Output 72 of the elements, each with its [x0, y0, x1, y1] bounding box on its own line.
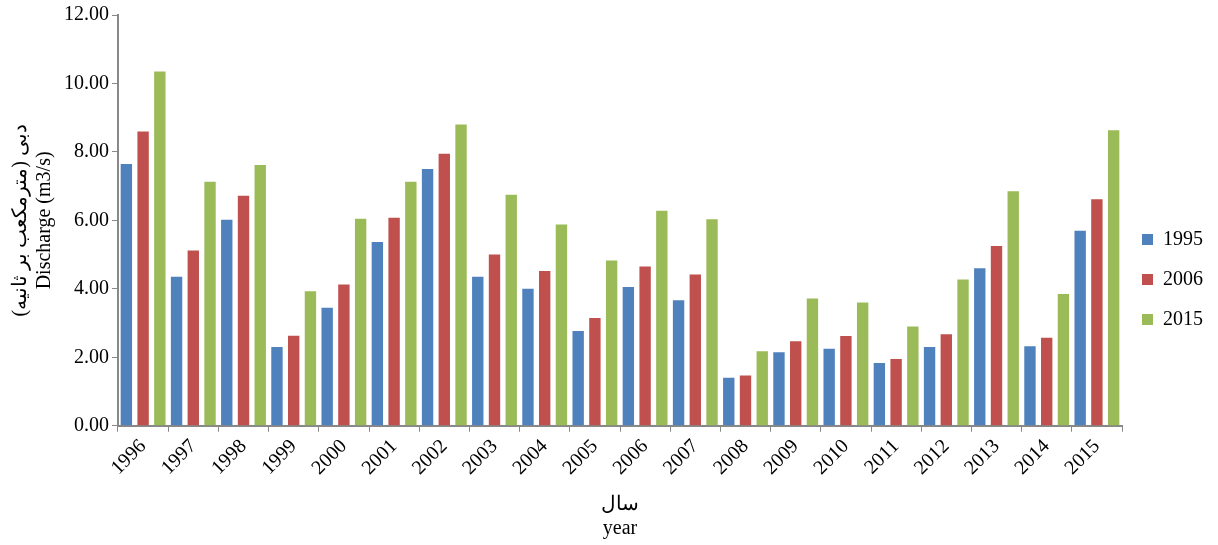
- bar: [639, 266, 651, 426]
- bar: [739, 375, 752, 426]
- bar: [957, 279, 969, 426]
- bar: [254, 164, 266, 426]
- y-tick-label: 8.00: [74, 139, 109, 162]
- y-tick-label: 4.00: [74, 276, 109, 299]
- bar: [1024, 346, 1036, 426]
- bar: [388, 217, 400, 426]
- bar: [605, 260, 618, 426]
- bar: [354, 218, 367, 426]
- bar: [237, 195, 250, 426]
- bar: [522, 288, 534, 426]
- bar: [271, 347, 283, 426]
- bar: [1074, 230, 1086, 426]
- bar: [974, 268, 986, 426]
- legend-label: 2015: [1163, 306, 1203, 329]
- bar: [555, 224, 568, 426]
- bar: [221, 219, 233, 426]
- bar: [923, 347, 936, 426]
- bar: [840, 336, 852, 426]
- bar: [756, 351, 768, 426]
- bar: [856, 302, 869, 426]
- bar: [1107, 130, 1120, 426]
- y-tick-label: 0.00: [74, 413, 109, 435]
- bar: [371, 241, 384, 426]
- bar: [405, 181, 417, 426]
- y-tick-label: 6.00: [74, 207, 109, 230]
- bar: [1091, 199, 1103, 426]
- bar: [338, 284, 350, 426]
- x-tick-label: 2011: [859, 434, 903, 478]
- y-tick-label: 12.00: [64, 2, 109, 25]
- bar: [304, 291, 317, 426]
- bar: [472, 276, 484, 426]
- bar: [438, 153, 450, 426]
- bar: [187, 250, 199, 426]
- y-tick-label: 10.00: [64, 70, 109, 93]
- bar: [1041, 337, 1053, 426]
- bar: [672, 300, 685, 426]
- bar: [204, 181, 216, 426]
- bar: [154, 71, 166, 426]
- bar: [689, 274, 701, 426]
- bar: [488, 254, 501, 426]
- bar: [421, 169, 434, 426]
- bar: [656, 210, 668, 426]
- bar: [723, 377, 735, 426]
- legend-label: 2006: [1163, 266, 1203, 289]
- bar: [873, 363, 886, 426]
- bar: [539, 271, 551, 426]
- bar: [622, 287, 635, 426]
- bar: [170, 276, 183, 426]
- bar: [288, 335, 300, 426]
- bar: [706, 219, 718, 426]
- bar: [806, 298, 819, 426]
- bar: [890, 359, 902, 426]
- bar: [823, 348, 835, 426]
- bar: [990, 246, 1003, 426]
- bar: [137, 131, 149, 426]
- bar: [1007, 191, 1019, 426]
- bar: [120, 163, 133, 426]
- y-tick-label: 2.00: [74, 344, 109, 367]
- bar: [1057, 293, 1070, 426]
- bar: [589, 317, 601, 426]
- bar: [790, 341, 802, 426]
- x-tick-label: 1999: [256, 434, 301, 479]
- bar: [940, 334, 952, 426]
- bar: [572, 330, 584, 426]
- bar: [455, 124, 467, 426]
- bar: [773, 352, 785, 426]
- legend-label: 1995: [1163, 226, 1203, 249]
- bar: [907, 326, 919, 426]
- bar: [321, 307, 333, 426]
- bar: [505, 194, 517, 426]
